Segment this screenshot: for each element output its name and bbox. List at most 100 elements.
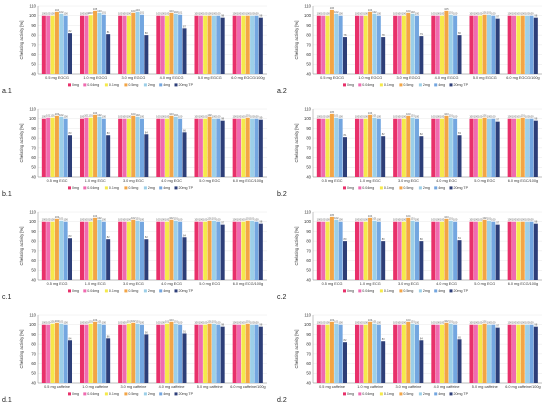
bar — [473, 221, 478, 280]
legend-label: 4mg — [438, 186, 445, 190]
data-label: 100 — [397, 115, 402, 119]
data-label: 101 — [372, 114, 377, 118]
bar — [495, 224, 500, 280]
bar — [63, 118, 68, 177]
category-label: 5.0 mg ECG — [199, 282, 220, 286]
data-label: 100 — [118, 218, 123, 222]
data-label: 100 — [216, 12, 221, 16]
data-label: 100 — [212, 115, 217, 119]
bar — [457, 240, 462, 280]
legend-swatch — [83, 392, 87, 396]
bar — [131, 115, 136, 177]
data-label: 100 — [474, 115, 479, 119]
bar — [54, 11, 59, 74]
data-label: 102 — [59, 10, 64, 14]
y-axis-label: Chelating activity [%] — [19, 21, 24, 60]
data-label: 100 — [165, 218, 170, 222]
category-label: 1.0 mg caffeine — [82, 385, 108, 389]
bar — [88, 221, 93, 280]
data-label: 100 — [431, 115, 436, 119]
data-label: 100 — [487, 321, 492, 325]
legend-label: 0.5mg — [403, 289, 413, 293]
data-label: 100 — [321, 218, 326, 222]
data-label: 103 — [368, 318, 373, 322]
bar — [54, 115, 59, 177]
category-label: 0.5 mg caffeine — [44, 385, 70, 389]
data-label: 100 — [80, 321, 85, 325]
data-label: 100 — [42, 12, 47, 16]
bar — [250, 15, 255, 74]
legend-swatch — [159, 186, 163, 190]
data-label: 99 — [259, 116, 262, 120]
legend-label: 20mg TP — [454, 83, 469, 87]
data-label: 101 — [449, 11, 454, 15]
data-label: 101 — [410, 114, 415, 118]
legend-swatch — [379, 83, 383, 87]
data-label: 100 — [469, 12, 474, 16]
data-label: 102 — [174, 10, 179, 14]
data-label: 100 — [42, 321, 47, 325]
category-label: 3.0 mg EGCG — [396, 76, 420, 80]
data-label: 100 — [194, 321, 199, 325]
y-tick-label: 50 — [306, 371, 311, 376]
category-label: 1.0 mg caffeine — [357, 385, 383, 389]
data-label: 82 — [69, 29, 72, 33]
data-label: 104 — [406, 214, 411, 218]
bar — [93, 321, 98, 383]
category-label: 1.0 mg EGC — [360, 179, 381, 183]
y-tick-label: 60 — [306, 155, 311, 160]
legend-label: 2mg — [423, 289, 430, 293]
y-tick-label: 100 — [29, 219, 37, 224]
y-tick-label: 100 — [304, 219, 312, 224]
y-tick-label: 90 — [31, 229, 36, 234]
bar — [59, 116, 64, 177]
data-label: 100 — [232, 115, 237, 119]
panel-a2: 40 50 60 70 80 90 100 110 Chelating activity [%]… — [275, 0, 550, 103]
bar — [410, 117, 415, 177]
data-label: 83 — [107, 131, 110, 135]
bar — [245, 117, 250, 177]
bar — [448, 220, 453, 280]
bar — [354, 118, 359, 177]
data-label: 103 — [169, 112, 174, 116]
data-label: 81 — [344, 133, 347, 137]
bar — [59, 220, 64, 280]
bar — [135, 11, 140, 74]
bar — [520, 324, 525, 383]
data-label: 100 — [122, 218, 127, 222]
bar — [419, 36, 424, 74]
legend-label: 0.04mg — [87, 392, 99, 396]
data-label: 98 — [259, 220, 262, 224]
data-label: 84 — [69, 336, 72, 340]
panel-d1: 40 50 60 70 80 90 100 110 Chelating activity [%]… — [0, 309, 275, 412]
data-label: 102 — [207, 113, 212, 117]
bar — [245, 220, 250, 280]
data-label: 104 — [368, 111, 373, 115]
data-label: 100 — [42, 218, 47, 222]
data-label: 100 — [355, 12, 360, 16]
data-label: 100 — [63, 115, 68, 119]
legend-label: 0mg — [72, 392, 79, 396]
bar — [126, 323, 131, 383]
legend-swatch — [174, 83, 178, 87]
data-label: 100 — [521, 321, 526, 325]
bar — [160, 221, 165, 280]
data-label: 100 — [474, 321, 479, 325]
data-label: 101 — [449, 114, 454, 118]
y-tick-label: 80 — [31, 342, 36, 347]
category-label: 1.0 mg EGCG — [83, 76, 107, 80]
bar — [435, 324, 440, 383]
data-label: 100 — [529, 115, 534, 119]
data-label: 91 — [183, 329, 186, 333]
bar — [444, 115, 449, 177]
bar — [220, 120, 225, 177]
bar — [414, 118, 419, 177]
legend-swatch — [343, 83, 346, 87]
category-label: 5.0 mg EGCG — [198, 76, 222, 80]
data-label: 102 — [482, 216, 487, 220]
y-tick-label: 70 — [31, 248, 36, 253]
bar — [203, 221, 208, 280]
bar — [84, 117, 89, 177]
data-label: 100 — [178, 218, 183, 222]
legend-label: 0.5mg — [128, 83, 138, 87]
